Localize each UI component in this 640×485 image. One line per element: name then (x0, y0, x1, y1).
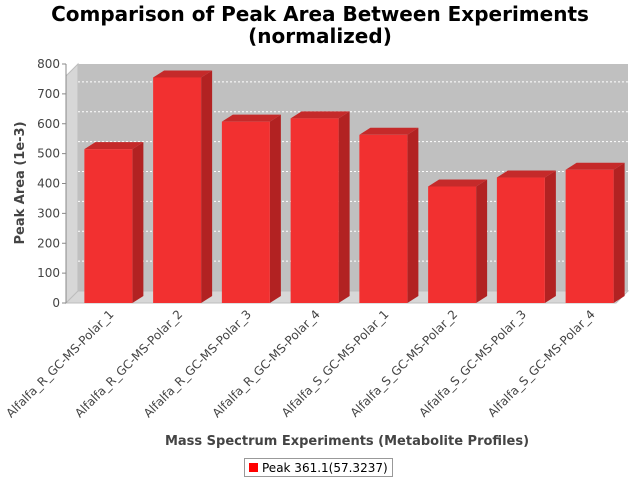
bar-front (221, 121, 270, 303)
bar-front (428, 186, 477, 303)
x-axis-title: Mass Spectrum Experiments (Metabolite Pr… (165, 434, 529, 449)
bar (221, 114, 281, 303)
bar-top (84, 142, 144, 150)
bar-side (613, 162, 625, 303)
chart-title-line-1: Comparison of Peak Area Between Experime… (51, 2, 589, 26)
x-axis-ticks: Alfalfa_R_GC-MS-Polar_1Alfalfa_R_GC-MS-P… (3, 307, 597, 420)
plot-side-wall (65, 62, 79, 305)
bar-top (221, 114, 281, 122)
bar-side (132, 142, 144, 303)
bar-side (269, 114, 281, 303)
y-axis-ticks: 0 100 200 300 400 500 600 700 800 (37, 57, 67, 310)
bar-front (565, 169, 614, 303)
bar-side (407, 127, 419, 304)
y-tick-label: 500 (37, 147, 60, 161)
bar-front (496, 177, 545, 303)
bar-top (359, 127, 419, 135)
bar-top (496, 170, 556, 178)
y-tick-label: 0 (52, 296, 60, 310)
bar-side (338, 111, 350, 303)
y-tick-label: 200 (37, 236, 60, 250)
y-tick-label: 700 (37, 87, 60, 101)
legend: Peak 361.1(57.3237) (244, 458, 393, 477)
y-tick-label: 100 (37, 266, 60, 280)
bar (153, 70, 213, 303)
bar (290, 111, 350, 303)
bar-front (153, 77, 202, 303)
bar-top (428, 179, 488, 187)
bar-top (153, 70, 213, 78)
bars (84, 70, 625, 304)
bar-front (359, 134, 408, 303)
chart-title-line-2: (normalized) (248, 24, 392, 48)
legend-label: Peak 361.1(57.3237) (262, 460, 388, 475)
bar-side (201, 70, 213, 303)
bar-top (290, 111, 350, 119)
y-axis-title: Peak Area (1e-3) (13, 121, 28, 244)
y-tick-label: 400 (37, 177, 60, 191)
y-tick-label: 300 (37, 206, 60, 220)
bar (359, 127, 419, 304)
y-tick-label: 800 (37, 57, 60, 71)
bar-top (565, 162, 625, 170)
bar (428, 179, 488, 303)
legend-swatch (249, 463, 258, 472)
bar (565, 162, 625, 303)
bar-front (290, 118, 339, 303)
bar-side (544, 170, 556, 303)
bar (84, 142, 144, 303)
bar-side (476, 179, 488, 303)
bar-front (84, 149, 133, 303)
y-tick-label: 600 (37, 117, 60, 131)
bar (496, 170, 556, 303)
x-tick-label: Alfalfa_R_GC-MS-Polar_1 (3, 307, 116, 420)
